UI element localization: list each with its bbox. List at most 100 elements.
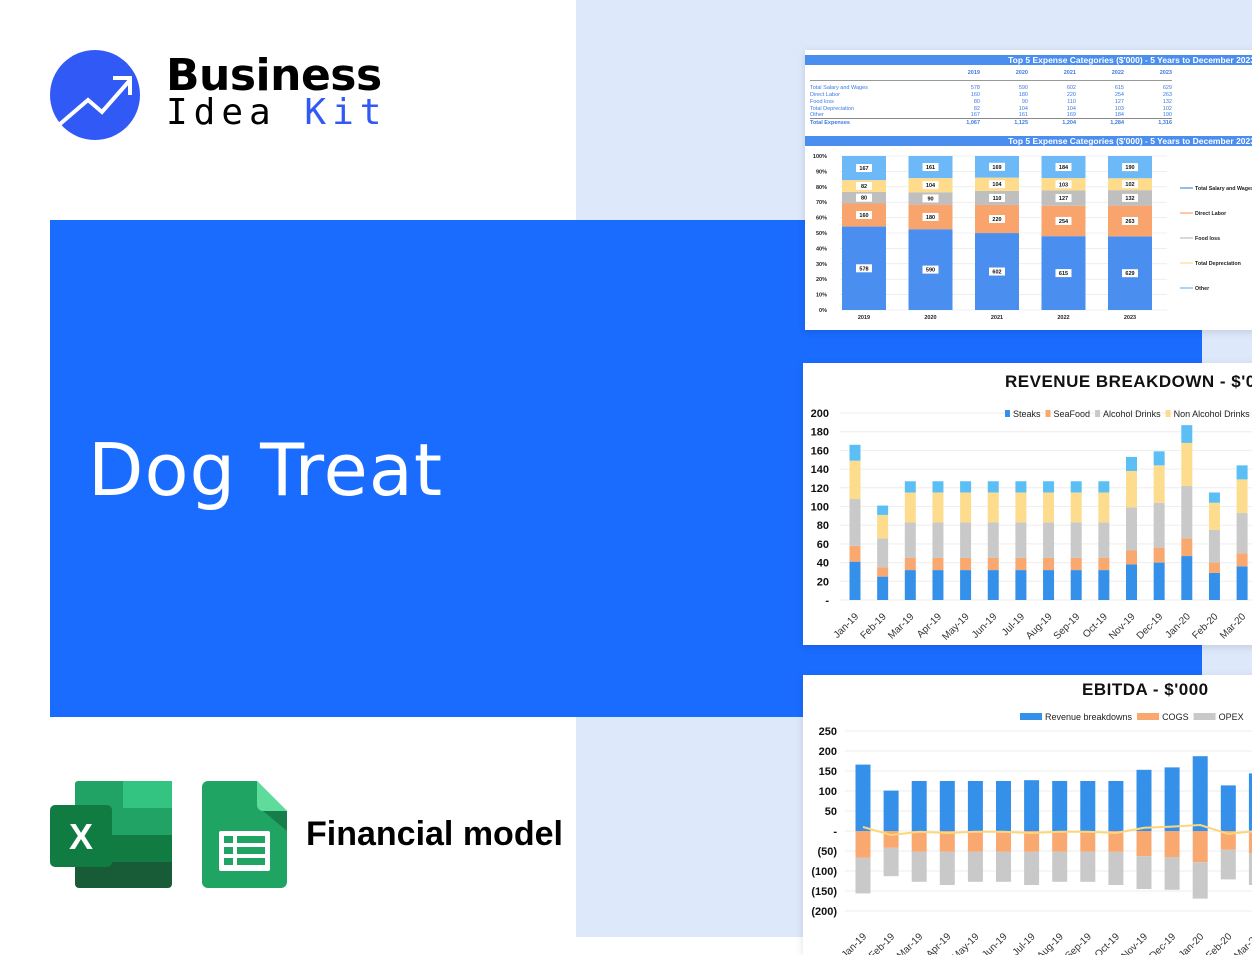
legend-label: Revenue breakdowns bbox=[1045, 712, 1133, 722]
x-tick-label: May-19 bbox=[940, 611, 972, 643]
cell: 1,125 bbox=[980, 118, 1028, 126]
revenue-chart-title: REVENUE BREAKDOWN - $'000 bbox=[1005, 372, 1252, 391]
legend-label: COGS bbox=[1162, 712, 1189, 722]
x-tick-label: Jan-19 bbox=[840, 931, 870, 955]
data-label: 160 bbox=[859, 213, 868, 219]
data-label: 578 bbox=[859, 266, 868, 272]
bar-segment bbox=[904, 492, 916, 523]
bar-segment bbox=[1126, 564, 1137, 600]
excel-icon: X bbox=[50, 781, 172, 888]
data-label-box bbox=[989, 193, 1005, 202]
y-tick-label: 250 bbox=[819, 726, 837, 738]
bar-segment bbox=[1192, 756, 1208, 831]
col-header: 2022 bbox=[1076, 70, 1124, 81]
legend-swatch bbox=[1095, 410, 1101, 417]
bar-segment bbox=[1052, 781, 1068, 831]
data-label-box bbox=[856, 211, 872, 220]
bar-segment bbox=[1208, 572, 1220, 600]
cell: 184 bbox=[1114, 112, 1124, 119]
bar-segment bbox=[1153, 562, 1165, 600]
cell: 1,316 bbox=[1124, 118, 1172, 126]
bar-segment bbox=[1015, 557, 1027, 571]
cell: 102 bbox=[1162, 105, 1172, 112]
y-tick-label: 200 bbox=[819, 746, 837, 758]
y-tick-label: 140 bbox=[811, 464, 829, 476]
bar-segment bbox=[1248, 831, 1252, 853]
cell: 615 bbox=[1114, 85, 1124, 92]
x-tick-label: Mar-20 bbox=[1232, 931, 1252, 955]
bar-segment bbox=[1192, 862, 1208, 899]
bar-segment bbox=[967, 781, 983, 831]
bar-segment bbox=[1164, 857, 1180, 890]
bar-segment bbox=[1208, 492, 1220, 503]
x-tick-label: Feb-20 bbox=[1190, 611, 1220, 641]
y-tick-label: 70% bbox=[816, 200, 827, 206]
x-tick-label: Aug-19 bbox=[1024, 611, 1055, 642]
x-tick-label: Feb-19 bbox=[867, 931, 897, 955]
expense-percent-chart: 0% 10% 20% 30% 40% 50% 60% 70% 80% 90% 100% 578 160 8… bbox=[813, 154, 1252, 321]
ebitda-chart-title: EBITDA - $'000 bbox=[1082, 680, 1209, 699]
bar-segment bbox=[849, 499, 861, 546]
data-label-box bbox=[989, 215, 1005, 224]
bar-segment bbox=[1181, 556, 1193, 600]
x-tick-label: Aug-19 bbox=[1035, 931, 1066, 955]
bar-segment bbox=[855, 764, 871, 831]
bar-segment bbox=[960, 481, 972, 493]
y-tick-label: 200 bbox=[811, 408, 829, 420]
x-tick-label: 2019 bbox=[858, 315, 870, 321]
legend-label: Total Salary and Wages bbox=[1195, 186, 1252, 192]
data-label-box bbox=[922, 181, 939, 190]
x-tick-label: Jan-20 bbox=[1177, 931, 1207, 955]
table-row: Direct Labor 160 180 220 254 263 bbox=[810, 92, 1172, 99]
bar-segment bbox=[1236, 479, 1248, 514]
x-tick-label: Mar-20 bbox=[1218, 611, 1248, 641]
data-label: 102 bbox=[1125, 182, 1134, 188]
bar-segment bbox=[1153, 465, 1165, 503]
bar-segment bbox=[987, 522, 999, 558]
data-label: 254 bbox=[1059, 219, 1069, 225]
data-label: 80 bbox=[861, 196, 867, 202]
y-tick-label: 100 bbox=[811, 502, 829, 514]
data-label: 190 bbox=[1125, 165, 1134, 171]
legend-swatch bbox=[1020, 713, 1042, 720]
bar-segment bbox=[1080, 781, 1096, 831]
bar-segment bbox=[939, 781, 955, 831]
y-tick-label: 0% bbox=[819, 308, 827, 314]
legend-label: OPEX bbox=[1219, 712, 1244, 722]
legend-label: Food loss bbox=[1195, 236, 1220, 242]
bar-segment bbox=[1043, 557, 1055, 571]
bar-segment bbox=[1220, 785, 1236, 831]
x-tick-label: Oct-19 bbox=[1081, 611, 1110, 640]
bar-segment bbox=[1248, 773, 1252, 831]
legend-label: Total Depreciation bbox=[1195, 261, 1241, 267]
bar-segment bbox=[1153, 451, 1165, 466]
x-tick-label: 2022 bbox=[1057, 315, 1069, 321]
bar-segment bbox=[1136, 831, 1152, 857]
y-tick-label: 150 bbox=[819, 766, 837, 778]
y-tick-label: - bbox=[825, 595, 829, 607]
data-label-box bbox=[922, 163, 939, 172]
bar-segment bbox=[1181, 485, 1193, 539]
legend-label: Other bbox=[1195, 286, 1209, 292]
data-label-box bbox=[1122, 193, 1138, 202]
col-header: 2019 bbox=[932, 70, 980, 81]
bar-segment bbox=[1136, 856, 1152, 889]
legend-label: Direct Labor bbox=[1195, 211, 1226, 217]
x-tick-label: 2020 bbox=[924, 315, 936, 321]
data-label-box bbox=[922, 194, 939, 203]
data-label-box bbox=[1055, 269, 1072, 278]
bar-segment bbox=[1098, 570, 1110, 600]
data-label: 104 bbox=[992, 182, 1002, 188]
bar-segment bbox=[1208, 529, 1220, 563]
expense-card: Top 5 Expense Categories ($'000) - 5 Yea… bbox=[805, 50, 1252, 330]
data-label: 629 bbox=[1125, 271, 1134, 277]
cell: 578 bbox=[970, 85, 980, 92]
bar-segment bbox=[960, 522, 972, 558]
cell: 263 bbox=[1162, 92, 1172, 99]
legend-swatch bbox=[1005, 410, 1010, 417]
expense-table-title: Top 5 Expense Categories ($'000) - 5 Yea… bbox=[805, 55, 1252, 65]
bar-segment bbox=[1070, 570, 1082, 600]
x-tick-label: Jan-20 bbox=[1164, 611, 1194, 641]
cell: 1,284 bbox=[1076, 118, 1124, 126]
cell: 1,204 bbox=[1028, 118, 1076, 126]
